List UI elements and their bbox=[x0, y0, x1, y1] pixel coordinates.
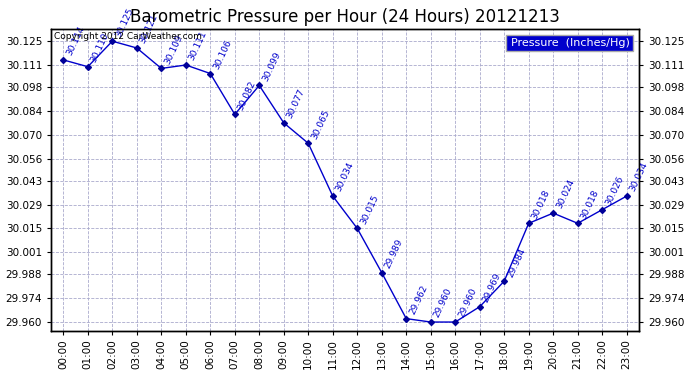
Text: 29.984: 29.984 bbox=[506, 246, 527, 278]
Text: 29.989: 29.989 bbox=[383, 237, 404, 270]
Legend: Pressure  (Inches/Hg): Pressure (Inches/Hg) bbox=[506, 35, 633, 51]
Text: 30.114: 30.114 bbox=[65, 25, 86, 57]
Text: 30.065: 30.065 bbox=[310, 108, 331, 141]
Text: 29.960: 29.960 bbox=[457, 287, 478, 319]
Text: 29.960: 29.960 bbox=[432, 287, 453, 319]
Text: 30.024: 30.024 bbox=[555, 178, 576, 210]
Text: 30.018: 30.018 bbox=[530, 188, 551, 220]
Text: 30.015: 30.015 bbox=[359, 193, 380, 226]
Text: 30.034: 30.034 bbox=[334, 161, 355, 193]
Text: 30.109: 30.109 bbox=[163, 33, 184, 66]
Text: 30.082: 30.082 bbox=[236, 79, 257, 112]
Text: 30.018: 30.018 bbox=[579, 188, 600, 220]
Text: 30.121: 30.121 bbox=[138, 13, 159, 45]
Text: 30.106: 30.106 bbox=[212, 38, 233, 71]
Text: Copyright 2012 CarWeather.com: Copyright 2012 CarWeather.com bbox=[54, 32, 202, 41]
Text: 30.026: 30.026 bbox=[604, 174, 625, 207]
Text: 30.111: 30.111 bbox=[187, 30, 208, 62]
Text: 30.077: 30.077 bbox=[285, 88, 306, 120]
Title: Barometric Pressure per Hour (24 Hours) 20121213: Barometric Pressure per Hour (24 Hours) … bbox=[130, 8, 560, 26]
Text: 30.110: 30.110 bbox=[89, 32, 110, 64]
Text: 29.962: 29.962 bbox=[408, 284, 429, 316]
Text: 29.969: 29.969 bbox=[481, 272, 502, 304]
Text: 30.034: 30.034 bbox=[628, 161, 649, 193]
Text: 30.125: 30.125 bbox=[114, 6, 135, 38]
Text: 30.099: 30.099 bbox=[261, 50, 282, 82]
